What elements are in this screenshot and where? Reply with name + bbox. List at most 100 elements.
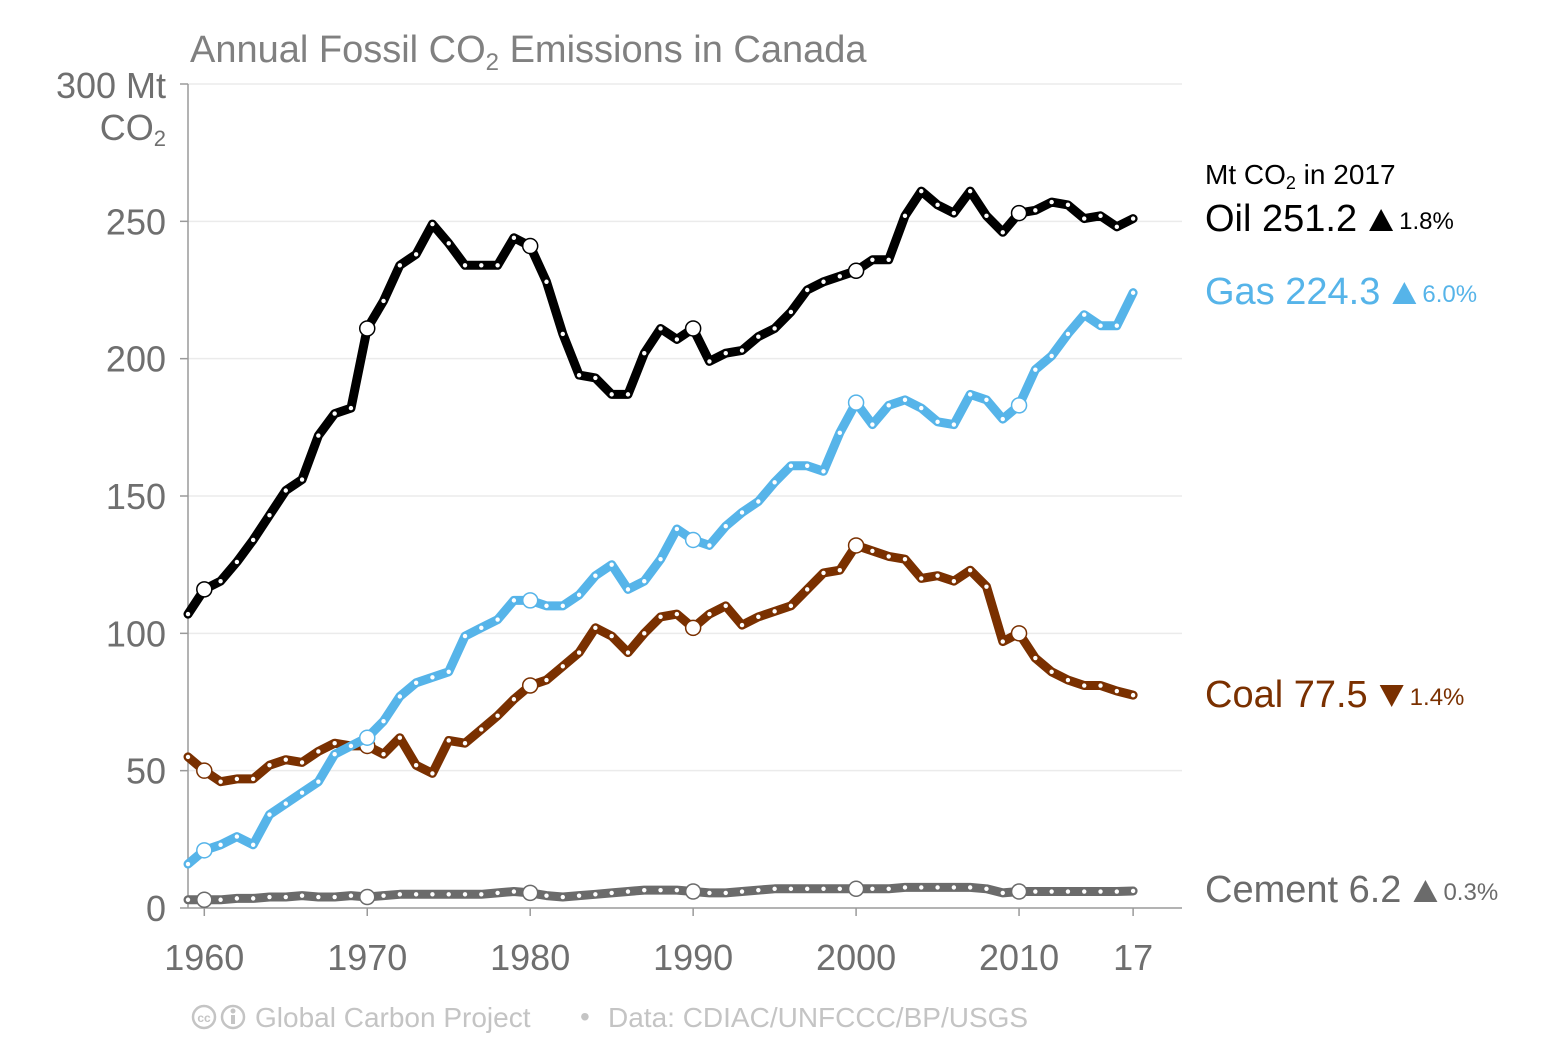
data-point — [967, 392, 973, 397]
legend-entry-gas: Gas 224.3 6.0% — [1205, 271, 1477, 313]
data-point — [332, 411, 337, 416]
data-point — [756, 334, 761, 339]
data-point — [299, 477, 305, 482]
footer-source: Data: CDIAC/UNFCCC/BP/USGS — [608, 1002, 1028, 1033]
data-point — [837, 567, 843, 573]
data-point — [316, 749, 321, 754]
decade-marker — [1010, 883, 1028, 900]
y-tick-label: 250 — [106, 201, 166, 242]
data-point — [332, 894, 337, 900]
x-tick-label: 2000 — [816, 937, 896, 978]
data-point — [951, 422, 957, 427]
data-point — [951, 578, 957, 584]
data-point — [446, 892, 451, 897]
data-point — [1065, 889, 1071, 894]
x-tick-label: 1990 — [653, 937, 733, 978]
data-point — [1130, 290, 1136, 295]
legend-entry-oil: Oil 251.2 1.8% — [1205, 198, 1454, 240]
data-point — [495, 263, 500, 268]
data-point — [495, 713, 500, 718]
data-point — [935, 419, 940, 425]
series-layer — [183, 186, 1138, 909]
data-point — [283, 757, 288, 762]
data-point — [1033, 208, 1038, 213]
data-point — [902, 397, 908, 403]
data-point — [413, 252, 419, 257]
data-point — [870, 886, 875, 891]
series-line-coal — [183, 540, 1138, 787]
down-arrow-icon — [1379, 685, 1404, 707]
data-point — [446, 241, 451, 246]
data-point — [707, 890, 712, 896]
data-point — [185, 897, 191, 902]
data-point — [576, 372, 582, 378]
y-tick-label: 50 — [126, 751, 166, 792]
data-point — [1130, 692, 1136, 698]
series-cement — [183, 880, 1138, 909]
data-point — [316, 433, 321, 438]
data-point — [430, 221, 435, 227]
data-point — [479, 625, 484, 631]
data-point — [511, 889, 517, 894]
data-point — [348, 405, 354, 411]
data-point — [430, 675, 435, 680]
data-point — [593, 625, 598, 631]
data-point — [967, 567, 973, 573]
data-point — [397, 735, 403, 740]
up-arrow-icon — [1392, 282, 1417, 304]
x-tick-label: 2010 — [979, 937, 1059, 978]
data-point — [185, 861, 191, 867]
data-point — [788, 886, 794, 891]
data-point — [1033, 655, 1038, 661]
data-point — [642, 578, 647, 584]
data-point — [805, 287, 810, 293]
data-point — [560, 894, 565, 900]
data-point — [967, 188, 973, 194]
data-point — [462, 892, 468, 897]
y-tick-label: 150 — [106, 476, 166, 517]
data-point — [723, 350, 728, 356]
data-point — [902, 213, 908, 219]
data-point — [739, 348, 745, 353]
x-tick-label: 1980 — [490, 937, 570, 978]
data-point — [283, 801, 288, 806]
data-point — [267, 894, 272, 900]
data-point — [984, 397, 989, 403]
decade-marker — [1010, 625, 1028, 642]
data-point — [267, 762, 272, 768]
data-point — [886, 257, 891, 262]
data-point — [1049, 199, 1054, 205]
data-point — [593, 573, 598, 578]
data-point — [625, 392, 631, 397]
data-point — [837, 430, 843, 436]
data-point — [348, 743, 354, 749]
data-point — [250, 776, 256, 782]
data-point — [1000, 416, 1005, 422]
data-point — [886, 886, 891, 891]
data-point — [609, 392, 614, 397]
legend-label: Oil 251.2 — [1205, 198, 1357, 240]
footer-separator: • — [580, 1001, 590, 1032]
data-point — [739, 510, 745, 515]
data-point — [951, 210, 957, 216]
data-point — [756, 499, 761, 504]
legend-header: Mt CO2 in 2017 — [1205, 159, 1396, 193]
data-point — [707, 611, 712, 617]
up-arrow-icon — [1369, 209, 1394, 231]
data-point — [1082, 216, 1087, 221]
data-point — [218, 897, 223, 902]
data-point — [658, 614, 663, 620]
data-point — [544, 279, 549, 284]
data-point — [984, 886, 989, 891]
data-point — [772, 886, 777, 891]
data-point — [299, 790, 305, 795]
data-point — [870, 257, 875, 262]
data-point — [674, 526, 680, 532]
data-point — [218, 842, 223, 848]
data-point — [495, 617, 500, 622]
data-point — [1049, 353, 1054, 359]
data-point — [919, 576, 924, 581]
data-point — [886, 403, 891, 408]
data-point — [593, 375, 598, 381]
decade-marker — [196, 891, 213, 909]
